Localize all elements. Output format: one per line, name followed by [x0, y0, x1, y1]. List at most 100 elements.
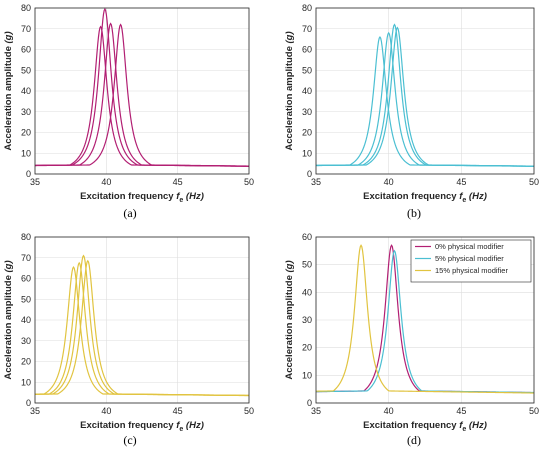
y-tick-label: 10 — [302, 370, 312, 380]
y-tick-label: 10 — [302, 148, 312, 158]
legend: 0% physical modifier 5% physical modifier… — [410, 239, 532, 283]
x-axis-label-unit: (Hz) — [466, 191, 487, 202]
chart-panel-c: 0 10 20 30 40 50 60 70 80 35 40 45 50 Excitation freq… — [3, 232, 254, 447]
chart-panel-a: 0 10 20 30 40 50 60 70 80 35 40 45 50 Excitation freq… — [3, 3, 254, 220]
y-tick-label: 60 — [21, 274, 31, 284]
y-tick-label: 20 — [302, 343, 312, 353]
panel-caption: (a) — [123, 206, 136, 220]
x-tick-label: 45 — [456, 177, 466, 187]
y-axis-label-unit: (g) — [3, 31, 14, 43]
y-tick-label: 50 — [302, 260, 312, 270]
x-axis-label-symbol: f — [459, 191, 463, 202]
y-tick-label: 0 — [26, 169, 31, 179]
x-axis-label-symbol: f — [459, 420, 463, 431]
x-axis-label-subscript: e — [179, 426, 183, 433]
series-line-3 — [34, 23, 249, 167]
y-tick-label: 0 — [307, 398, 312, 408]
legend-label: 0% physical modifier — [435, 242, 504, 251]
y-tick-label: 30 — [21, 107, 31, 117]
y-tick-label: 20 — [21, 357, 31, 367]
legend-label: 15% physical modifier — [435, 266, 508, 275]
y-tick-label: 70 — [21, 253, 31, 263]
y-axis-label-text: Acceleration amplitude — [284, 43, 295, 150]
x-tick-label: 40 — [101, 406, 111, 416]
series-line-1 — [34, 7, 249, 167]
x-axis-label: Excitation frequency fe (Hz) — [363, 191, 487, 204]
y-axis-label: Acceleration amplitude (g) — [3, 260, 14, 379]
x-axis-label-subscript: e — [462, 426, 466, 433]
y-axis-label-text: Acceleration amplitude — [3, 272, 14, 379]
y-tick-label: 30 — [21, 336, 31, 346]
x-axis-label: Excitation frequency fe (Hz) — [363, 420, 487, 433]
chart-panel-b: 0 10 20 30 40 50 60 70 80 35 40 45 50 Excitation freq… — [284, 3, 539, 220]
x-tick-label: 50 — [244, 406, 254, 416]
y-tick-label: 0 — [26, 398, 31, 408]
series-line-2 — [315, 31, 535, 167]
series-line-1 — [315, 35, 535, 167]
x-axis-label-text: Excitation frequency — [363, 420, 459, 431]
plot-frame — [315, 7, 535, 175]
y-tick-label: 60 — [21, 45, 31, 55]
y-tick-label: 80 — [21, 3, 31, 13]
y-tick-label: 30 — [302, 107, 312, 117]
series-line-3 — [315, 244, 535, 394]
y-tick-label: 20 — [21, 128, 31, 138]
x-tick-label: 50 — [529, 406, 539, 416]
y-axis-label-unit: (g) — [284, 260, 295, 272]
series-line-3 — [316, 23, 535, 167]
x-tick-label: 35 — [30, 177, 40, 187]
x-axis-label-text: Excitation frequency — [363, 191, 459, 202]
x-tick-label: 45 — [173, 177, 183, 187]
x-axis-label-unit: (Hz) — [183, 191, 204, 202]
x-axis-label-symbol: f — [176, 191, 180, 202]
y-tick-label: 80 — [21, 232, 31, 242]
x-axis-label-subscript: e — [179, 197, 183, 204]
panel-caption: (b) — [407, 206, 421, 220]
panel-caption: (c) — [123, 433, 136, 447]
x-tick-label: 35 — [311, 177, 321, 187]
y-tick-label: 40 — [21, 86, 31, 96]
plot-frame — [34, 236, 250, 404]
y-tick-label: 70 — [21, 24, 31, 34]
x-tick-label: 45 — [173, 406, 183, 416]
x-axis-label-text: Excitation frequency — [80, 420, 176, 431]
x-tick-label: 40 — [101, 177, 111, 187]
series-line-2 — [34, 22, 250, 167]
y-tick-label: 50 — [21, 65, 31, 75]
y-tick-label: 60 — [302, 232, 312, 242]
y-axis-label: Acceleration amplitude (g) — [284, 31, 295, 150]
y-tick-label: 60 — [302, 45, 312, 55]
y-axis-label-text: Acceleration amplitude — [3, 43, 14, 150]
y-tick-label: 30 — [302, 315, 312, 325]
x-axis-label-symbol: f — [176, 420, 180, 431]
y-tick-label: 20 — [302, 128, 312, 138]
x-tick-label: 50 — [529, 177, 539, 187]
y-tick-label: 40 — [21, 315, 31, 325]
plot-frame — [34, 7, 250, 175]
series-line-4 — [34, 25, 250, 167]
plot-frame — [315, 236, 535, 404]
x-axis-label: Excitation frequency fe (Hz) — [80, 191, 204, 204]
y-tick-label: 50 — [302, 65, 312, 75]
x-tick-label: 40 — [384, 406, 394, 416]
y-tick-label: 40 — [302, 86, 312, 96]
legend-label: 5% physical modifier — [435, 254, 504, 263]
y-axis-label-unit: (g) — [284, 31, 295, 43]
y-tick-label: 10 — [21, 148, 31, 158]
x-tick-label: 35 — [311, 406, 321, 416]
x-tick-label: 35 — [30, 406, 40, 416]
chart-panel-d: 0 10 20 30 40 50 60 35 40 45 50 Excitation frequenc… — [284, 232, 539, 447]
y-axis-label-text: Acceleration amplitude — [284, 272, 295, 379]
y-tick-label: 40 — [302, 287, 312, 297]
y-axis-label-unit: (g) — [3, 260, 14, 272]
panel-caption: (d) — [407, 433, 421, 447]
y-tick-label: 70 — [302, 24, 312, 34]
series-line-4 — [316, 26, 535, 167]
y-axis-label: Acceleration amplitude (g) — [284, 260, 295, 379]
x-axis-label-text: Excitation frequency — [80, 191, 176, 202]
series-line-4 — [34, 259, 250, 397]
y-tick-label: 50 — [21, 294, 31, 304]
x-tick-label: 40 — [384, 177, 394, 187]
x-axis-label: Excitation frequency fe (Hz) — [80, 420, 204, 433]
